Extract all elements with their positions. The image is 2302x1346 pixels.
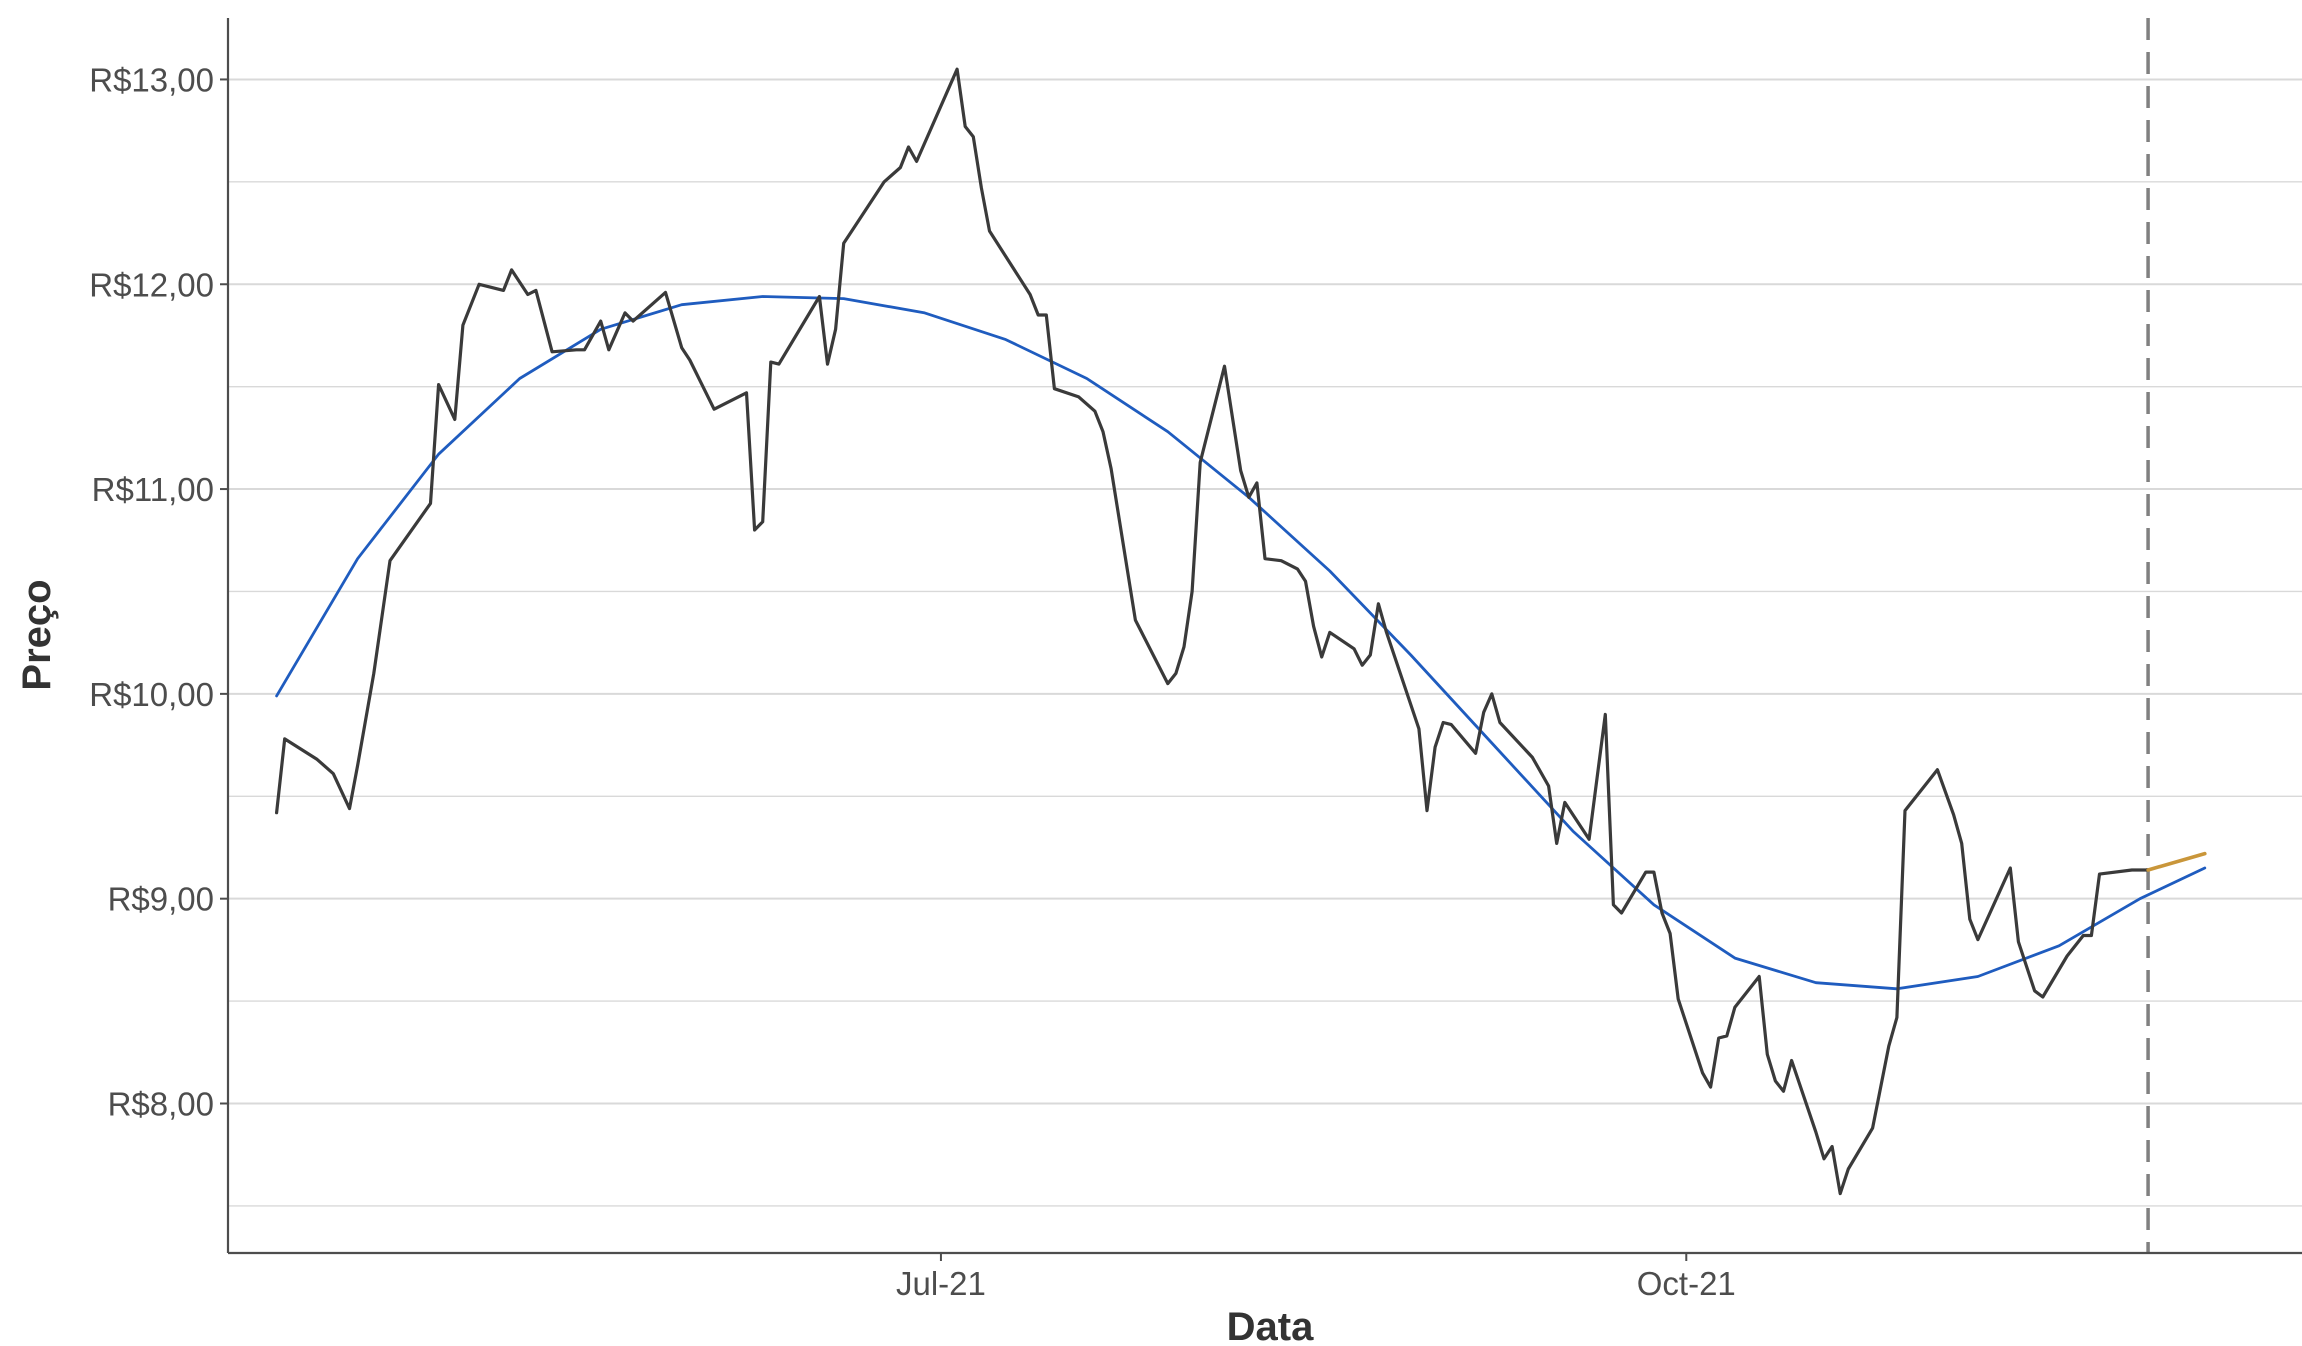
price-line xyxy=(275,67,2150,1196)
y-tick-label: R$9,00 xyxy=(108,881,214,918)
forecast-line xyxy=(2146,851,2207,872)
y-axis-title: Preço xyxy=(15,579,59,690)
x-tick-labels: Jul-21 Oct-21 xyxy=(896,1253,1736,1302)
y-tick-label: R$10,00 xyxy=(89,676,214,713)
trend-curve xyxy=(275,295,2207,991)
x-axis-title: Data xyxy=(1227,1305,1314,1346)
y-tick-label: R$13,00 xyxy=(89,61,214,98)
y-tick-label: R$8,00 xyxy=(108,1085,214,1122)
series-lines xyxy=(275,67,2207,1196)
x-tick-label: Oct-21 xyxy=(1637,1265,1736,1302)
y-tick-label: R$11,00 xyxy=(92,471,214,508)
axes xyxy=(226,18,2302,1255)
x-tick-label: Jul-21 xyxy=(896,1265,986,1302)
y-tick-label: R$12,00 xyxy=(89,266,214,303)
grid-lines xyxy=(228,78,2302,1207)
y-tick-labels: R$8,00 R$9,00 R$10,00 R$11,00 R$12,00 R$13,00 xyxy=(89,61,228,1122)
